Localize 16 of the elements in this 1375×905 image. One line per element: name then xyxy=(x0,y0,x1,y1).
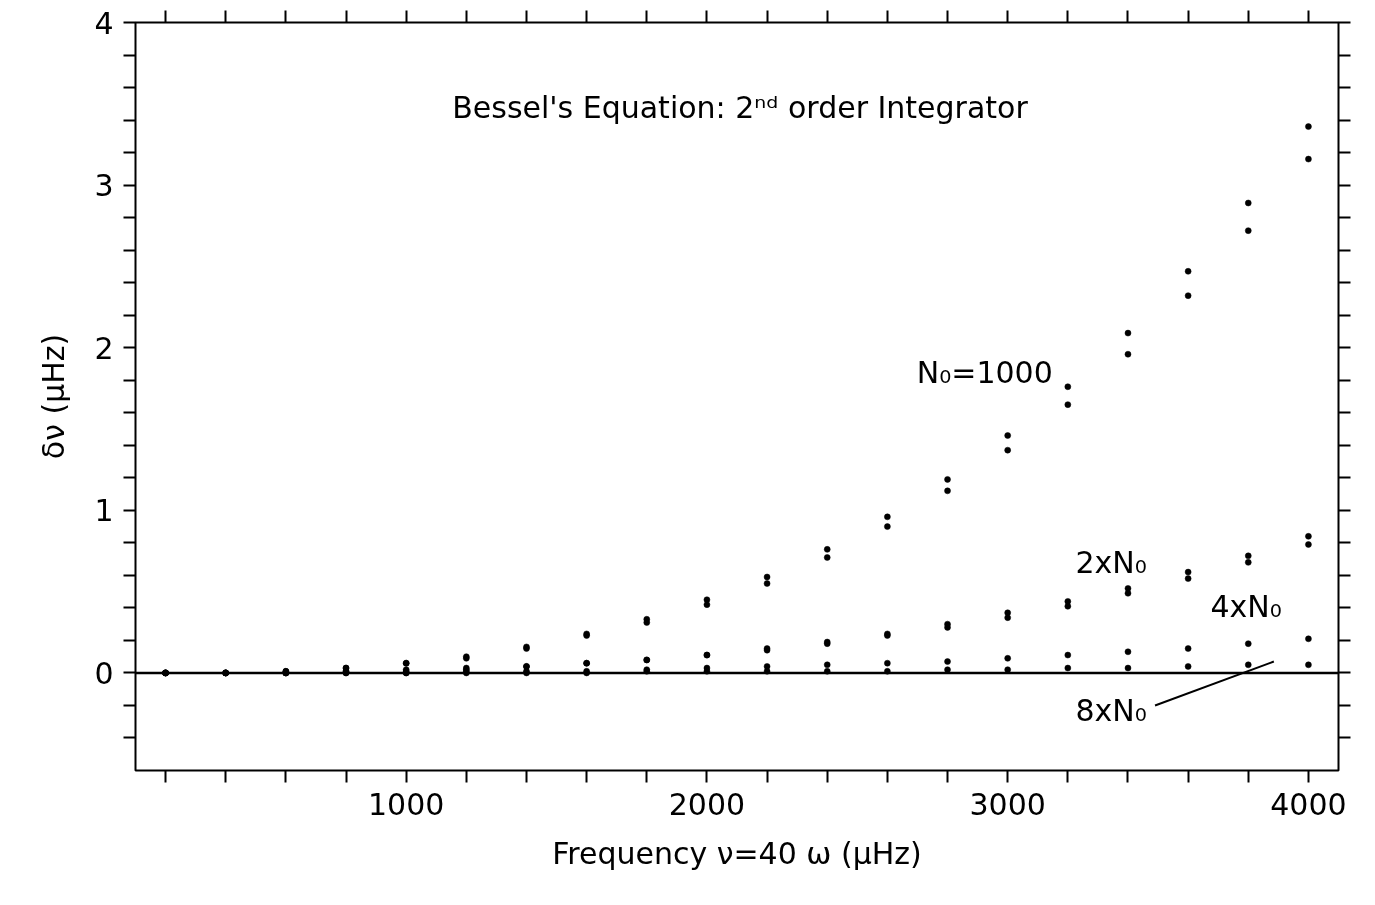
y-tick-label: 1 xyxy=(94,493,114,529)
x-tick-label: 4000 xyxy=(1270,786,1347,822)
x-tick-label: 1000 xyxy=(368,786,445,822)
y-tick-label: 3 xyxy=(94,168,114,204)
series-label: 8xN₀ xyxy=(1075,692,1147,728)
series-label: N₀=1000 xyxy=(916,354,1053,390)
y-axis-title: δν (μHz) xyxy=(36,333,72,460)
y-tick-label: 4 xyxy=(94,5,114,41)
y-tick-label: 2 xyxy=(94,330,114,366)
x-axis-title: Frequency ν=40 ω (μHz) xyxy=(552,835,922,871)
x-tick-label: 2000 xyxy=(668,786,746,822)
text: Bessel's Equation: 2ⁿᵈ order Integrator xyxy=(452,89,1029,125)
y-tick-label: 0 xyxy=(94,655,114,691)
x-tick-label: 3000 xyxy=(969,786,1046,822)
legend-label: 4xN₀ xyxy=(1210,588,1282,624)
series-label: 2xN₀ xyxy=(1075,544,1147,580)
